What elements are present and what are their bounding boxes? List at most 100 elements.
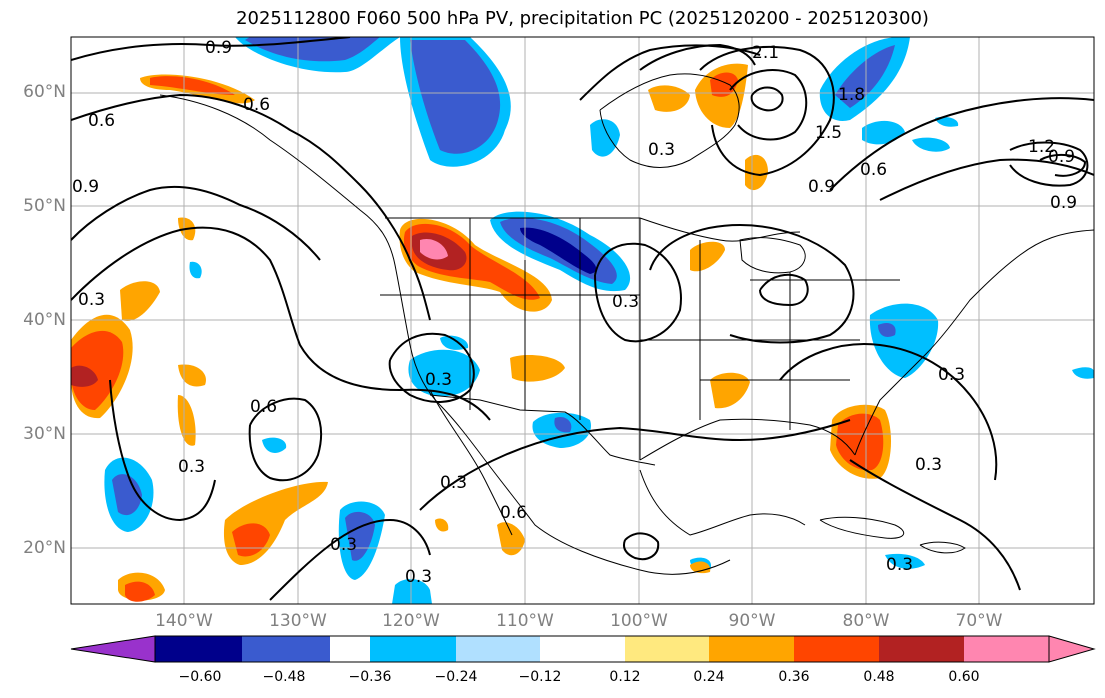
shade-orange-pac2	[120, 281, 160, 321]
contour-label: 0.6	[243, 95, 270, 115]
coast-hispaniola	[919, 541, 966, 554]
coast-hudson	[599, 73, 740, 168]
colorbar-tick-label: 0.24	[693, 669, 725, 685]
colorbar-swatch	[370, 636, 456, 662]
contour-06-pac	[248, 397, 323, 482]
contour-label: 0.3	[938, 365, 965, 385]
contour-18-labrador	[729, 69, 808, 141]
colorbar-swatch	[456, 636, 540, 662]
border-us-canada	[385, 217, 801, 242]
contour-label: 0.3	[440, 473, 467, 493]
lon-label: 110°W	[496, 611, 554, 631]
lon-label: 140°W	[155, 611, 213, 631]
shade-blue-labrador4	[935, 116, 959, 127]
shade-blue-quebec	[590, 119, 620, 157]
shade-orange-quebec	[745, 154, 768, 191]
contour-label: 0.3	[648, 140, 675, 160]
contour-09-east	[879, 158, 1094, 201]
colorbar-tick-label: 0.36	[778, 669, 810, 685]
shade-orange-pac4	[177, 395, 196, 446]
contour-label: 0.6	[500, 503, 527, 523]
shade-orange-gulf	[710, 372, 750, 409]
contour-label: 0.9	[72, 177, 99, 197]
contour-label: 0.3	[886, 555, 913, 575]
colorbar-swatch	[794, 636, 879, 662]
contour-03-west	[71, 226, 491, 421]
colorbar-swatch	[709, 636, 794, 662]
pv-contours	[71, 37, 1094, 601]
lat-label: 30°N	[23, 424, 66, 444]
contour-15-labrador	[699, 45, 835, 177]
gridlines	[71, 37, 1094, 604]
coast-west	[159, 94, 731, 575]
plot-frame	[70, 36, 1095, 605]
shade-orange-midwest	[690, 241, 725, 272]
shade-orange-mx3	[690, 561, 711, 574]
coast-gulf	[639, 418, 856, 461]
lat-label: 50°N	[23, 196, 66, 216]
colorbar-tick-label: 0.12	[609, 669, 641, 685]
lon-label: 70°W	[955, 611, 1003, 631]
shade-blue-canada-core	[410, 40, 501, 154]
contour-label: 0.3	[425, 370, 452, 390]
colorbar	[70, 635, 1096, 663]
shade-red-pac7	[125, 581, 155, 602]
contour-label: 2.1	[752, 43, 779, 63]
map-title: 2025112800 F060 500 hPa PV, precipitatio…	[236, 8, 929, 29]
lon-label: 100°W	[610, 611, 668, 631]
contour-06-nw	[71, 93, 431, 321]
contour-12-hudson	[639, 43, 756, 71]
shade-navy-plains	[520, 227, 597, 274]
colorbar-tick-label: −0.48	[262, 669, 306, 685]
contour-03-plains	[594, 242, 682, 343]
shade-orange-mx1	[497, 522, 525, 556]
contour-09-nw	[71, 37, 351, 61]
shade-blue-sw	[408, 349, 480, 397]
shade-medblue-labrador	[835, 45, 895, 108]
contour-15-east	[1039, 154, 1087, 177]
shade-orange-pac3	[178, 364, 206, 387]
colorbar-tick-label: −0.36	[348, 669, 392, 685]
lat-label: 60°N	[23, 82, 66, 102]
colorbar-swatch	[879, 636, 964, 662]
lat-label: 40°N	[23, 310, 66, 330]
contour-label: 0.9	[1048, 147, 1075, 167]
colorbar-tick-label: −0.60	[178, 669, 222, 685]
contour-03-gulf	[419, 419, 851, 511]
colorbar-extend-high	[1048, 635, 1096, 663]
shade-medblue-sw2	[554, 416, 572, 433]
contour-03-mexico	[623, 532, 660, 561]
shade-blue-labrador2	[862, 120, 905, 145]
shade-blue-pac9	[262, 437, 287, 453]
colorbar-swatch	[286, 636, 330, 662]
shade-medblue-ne	[878, 323, 896, 337]
contour-label: 0.6	[250, 397, 277, 417]
contour-label: 1.8	[838, 85, 865, 105]
lat-label: 20°N	[23, 538, 66, 558]
shade-blue-labrador3	[912, 137, 950, 152]
shade-orange-nm	[510, 355, 565, 382]
coast-yucatan	[639, 469, 806, 536]
shade-blue-south	[392, 578, 432, 604]
contour-label: 0.3	[178, 457, 205, 477]
contour-label: 0.3	[612, 292, 639, 312]
colorbar-frame	[154, 635, 1050, 663]
contour-label: 1.2	[1028, 137, 1055, 157]
contour-label: 0.9	[205, 38, 232, 58]
border-us-mexico	[429, 394, 656, 466]
shade-blue-carib	[885, 553, 925, 569]
contour-label: 0.9	[1050, 193, 1077, 213]
contour-label: 0.3	[330, 535, 357, 555]
contour-labels: 0.9 0.6 0.6 0.9 0.3 0.3 0.3 0.6 0.3 0.3 …	[72, 38, 1077, 587]
shade-orange-hudson	[648, 85, 690, 112]
lon-label: 120°W	[382, 611, 440, 631]
contour-03-lakes	[649, 223, 855, 344]
coast-greatlakes	[739, 237, 806, 274]
coast-cuba	[819, 516, 905, 539]
shade-blue-east1	[1072, 367, 1094, 379]
colorbar-tick-label: −0.12	[518, 669, 562, 685]
lon-label: 130°W	[269, 611, 327, 631]
contour-21-labrador	[750, 86, 784, 112]
shade-blue-ne	[869, 303, 939, 378]
